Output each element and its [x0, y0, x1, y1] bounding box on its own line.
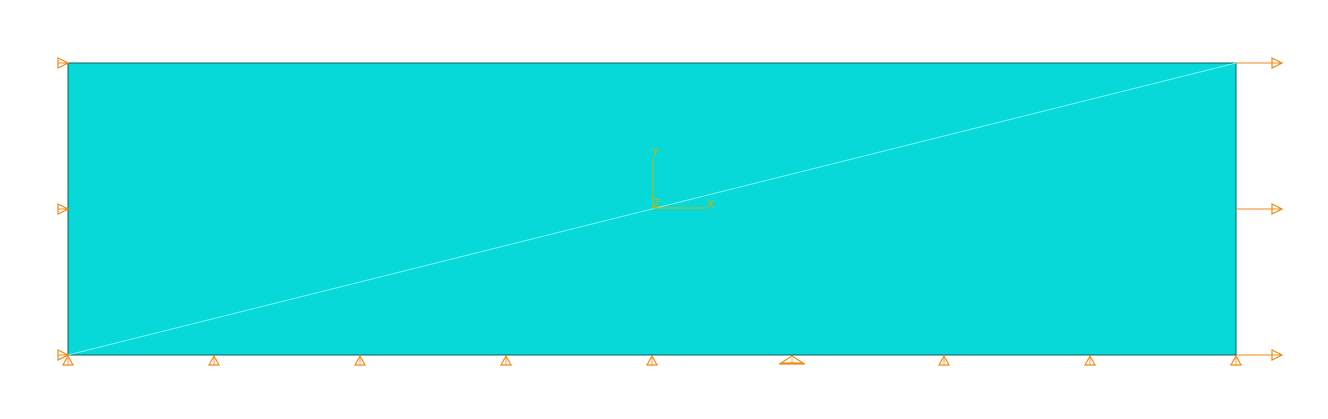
- bottom-edge-supports: [61, 354, 1243, 366]
- roller-support-icon: [57, 203, 70, 215]
- pin-support-icon: [1083, 354, 1097, 366]
- pin-support-icon: [778, 355, 806, 365]
- z-axis-label: Z: [653, 197, 661, 210]
- roller-support-icon: [57, 349, 70, 361]
- y-axis-label: Y: [651, 146, 659, 159]
- pin-support-icon: [499, 354, 513, 366]
- left-edge-supports: [57, 57, 70, 361]
- load-arrow-icon: [1236, 203, 1284, 215]
- pin-support-icon: [207, 354, 221, 366]
- roller-support-icon: [57, 57, 70, 69]
- load-arrow-icon: [1236, 349, 1284, 361]
- pin-support-icon: [645, 354, 659, 366]
- load-arrow-icon: [1236, 57, 1284, 69]
- pin-support-icon: [353, 354, 367, 366]
- mesh-diagonal-line: [67, 62, 1237, 356]
- x-axis-label: X: [707, 198, 715, 211]
- pin-support-icon: [1229, 354, 1243, 366]
- coordinate-axis-triad: X Y Z: [651, 146, 715, 211]
- pin-support-icon: [937, 354, 951, 366]
- right-edge-loads: [1236, 57, 1284, 361]
- pin-support-icon: [61, 354, 75, 366]
